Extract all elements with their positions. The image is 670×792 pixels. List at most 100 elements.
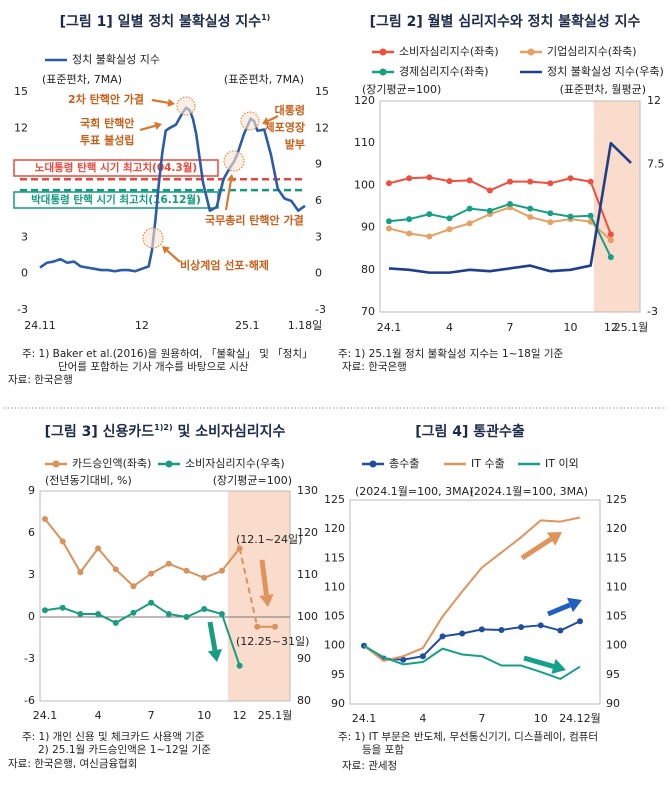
series-line (115, 568, 135, 587)
series-line (363, 516, 581, 662)
series-line (388, 177, 410, 185)
y-tick-label: 120 (324, 522, 345, 535)
y2-tick-label: 100 (297, 610, 318, 623)
y2-tick-label: 90 (297, 652, 311, 665)
series-line (570, 177, 591, 183)
series-line (509, 202, 531, 210)
annotation: 국무총리 탄핵안 가결 (205, 213, 304, 227)
y-tick-label: 0 (28, 610, 35, 623)
arrow-shaft (166, 249, 181, 263)
y2-tick-label: 7.5 (647, 157, 665, 170)
chart-title: [그림 3] 신용카드1)2) 및 소비자심리지수 (45, 423, 286, 440)
point (446, 178, 453, 185)
arrow-head (207, 648, 223, 662)
annotation: 2차 탄핵안 가결 (68, 92, 144, 106)
legend-marker (379, 68, 387, 76)
y-tick-label: 115 (324, 551, 345, 564)
point (507, 200, 513, 207)
point (165, 611, 172, 618)
annotation: 체포영장 (265, 120, 305, 134)
point (419, 653, 426, 660)
arrow-shaft (259, 559, 269, 596)
series-line (408, 213, 430, 221)
legend-label: 정치 불확실성 지수(우축) (547, 65, 664, 78)
x-tick-label: 4 (419, 712, 426, 725)
point (486, 187, 493, 194)
series-line (409, 232, 430, 238)
series-line (489, 203, 511, 212)
y2-tick-label: 90 (606, 697, 620, 710)
y2-tick-label: 6 (315, 194, 322, 207)
arrow-shaft (224, 180, 232, 211)
series-line (550, 218, 571, 224)
legend-label: 경제심리지수(좌축) (399, 65, 489, 78)
arrow-shaft (547, 602, 571, 617)
point (446, 226, 453, 233)
point (426, 174, 433, 181)
series-line (550, 177, 571, 185)
arrow-head (226, 174, 235, 182)
arrow-shaft (139, 124, 156, 132)
series-line (521, 624, 541, 629)
footnote: 주: 1) 25.1월 정치 불확실성 지수는 1~18일 기준 (338, 347, 563, 360)
title-text: [그림 1] 일별 정치 불확실성 지수 (60, 13, 262, 30)
point (466, 205, 473, 212)
annotation: (12.1~24일) (236, 532, 302, 546)
title-text: [그림 2] 월별 심리지수와 정치 불확실성 지수 (370, 13, 641, 30)
y-tick-label: -6 (24, 694, 35, 707)
arrow-head (162, 246, 171, 254)
point (406, 216, 413, 223)
point (218, 611, 225, 618)
series-line (550, 212, 571, 218)
y-tick-label: -3 (17, 303, 28, 316)
series-line (428, 228, 450, 238)
title-superscript: 1) (261, 13, 270, 22)
x-tick-label: 24.1 (352, 712, 377, 725)
x-tick-label: 24.1 (377, 321, 402, 334)
point (112, 619, 119, 626)
point (59, 604, 66, 611)
series-line (589, 215, 612, 258)
y-tick-label: 90 (331, 697, 345, 710)
footnote: 자료: 관세청 (342, 760, 397, 772)
x-tick-label: 1.18일 (288, 318, 323, 332)
series-line (403, 655, 424, 661)
series-line (168, 562, 187, 572)
series-line (461, 628, 483, 635)
arrow-head (259, 594, 274, 607)
point (130, 583, 137, 590)
arrow-shaft (520, 536, 553, 561)
x-tick-label: 10 (534, 712, 548, 725)
point (527, 214, 534, 221)
point (426, 211, 433, 218)
series-line (540, 624, 561, 632)
legend-label: 소비자심리지수(우축) (185, 457, 285, 470)
x-tick-label: 24.1 (33, 709, 58, 722)
point (527, 178, 534, 185)
series-line (132, 572, 152, 588)
series-line (97, 613, 117, 624)
point (236, 662, 243, 669)
legend-marker (52, 460, 60, 468)
point (77, 569, 84, 576)
arrow-shaft (523, 655, 555, 669)
y2-tick-label: 100 (606, 639, 627, 652)
arrow-shaft (151, 98, 169, 104)
y-tick-label: 70 (361, 305, 375, 318)
x-tick-label: 24.11 (24, 319, 56, 332)
arrow-head (551, 658, 566, 674)
annotation: 비상계엄 선포·해제 (180, 258, 269, 272)
series-line (388, 141, 632, 274)
title-text: 및 소비자심리지수 (173, 423, 286, 440)
legend-label: 기업심리지수(좌축) (547, 45, 637, 58)
y2-tick-label: 115 (606, 551, 627, 564)
series-line (388, 227, 410, 235)
point (426, 233, 433, 240)
y-tick-label: 80 (361, 263, 375, 276)
series-line (79, 547, 99, 573)
point (439, 633, 446, 640)
series-line (469, 213, 491, 225)
series-line (97, 547, 117, 571)
x-tick-label: 7 (148, 709, 155, 722)
